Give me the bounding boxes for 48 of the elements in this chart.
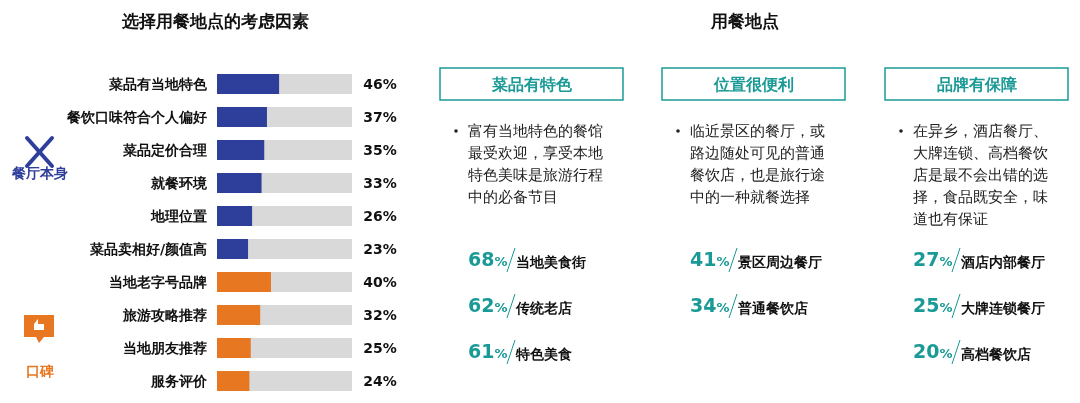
data-label: 23% [363,241,397,257]
data-label: 25% [363,340,397,356]
data-label: 25% [913,294,953,316]
text: 用餐地点 [710,11,779,31]
text: 临近景区的餐厅，或路边随处可见的普通餐饮店，也是旅行途中的一种就餐选择 [690,123,825,205]
y-tick-label: 就餐环境 [150,175,208,191]
bar [217,239,249,259]
y-tick-label: 旅游攻略推荐 [122,307,207,323]
data-label: 41% [690,248,730,270]
data-label: 33% [363,175,397,191]
y-tick-label: 餐饮口味符合个人偏好 [66,109,207,125]
legend-label: 品牌有保障 [936,75,1017,94]
data-label: 34% [690,294,730,316]
data-label: 32% [363,307,397,323]
y-tick-label: 菜品定价合理 [122,142,207,158]
data-label: 68% [468,248,508,270]
category-label: 景区周边餐厅 [737,254,822,270]
category-label: 高档餐饮店 [961,346,1031,362]
text: 在异乡，酒店餐厅、大牌连锁、高档餐饮店是最不会出错的选择，食品既安全，味道也有保证 [913,123,1048,227]
data-label: 40% [363,274,397,290]
y-tick-label: 服务评价 [150,373,208,389]
data-label: 37% [363,109,397,125]
category-label: 大牌连锁餐厅 [961,300,1045,316]
category-label: 当地美食街 [516,254,586,270]
y-tick-label: 菜品有当地特色 [108,76,208,92]
legend-label: 菜品有特色 [490,75,573,94]
text: 富有当地特色的餐馆最受欢迎，享受本地特色美味是旅游行程中的必备节目 [468,123,603,205]
data-label: 35% [363,142,397,158]
text: 餐厅本身 [11,165,68,181]
y-tick-label: 地理位置 [150,208,207,224]
chart-title: 选择用餐地点的考虑因素 [120,11,309,31]
y-tick-label: 菜品卖相好/颜值高 [88,241,207,257]
data-label: 24% [363,373,397,389]
data-label: 61% [468,340,508,362]
legend-label: 位置很便利 [712,75,794,94]
category-label: 普通餐饮店 [737,300,808,316]
data-label: 27% [913,248,953,270]
y-tick-label: 当地朋友推荐 [123,340,207,356]
category-label: 酒店内部餐厅 [960,254,1045,270]
data-label: 26% [363,208,397,224]
category-label: 传统老店 [515,300,572,316]
data-label: 46% [363,76,397,92]
y-tick-label: 当地老字号品牌 [109,274,207,290]
text: 口碑 [26,363,54,379]
data-label: 20% [913,340,953,362]
category-label: 特色美食 [515,346,572,362]
data-label: 62% [468,294,508,316]
bar [217,371,250,391]
